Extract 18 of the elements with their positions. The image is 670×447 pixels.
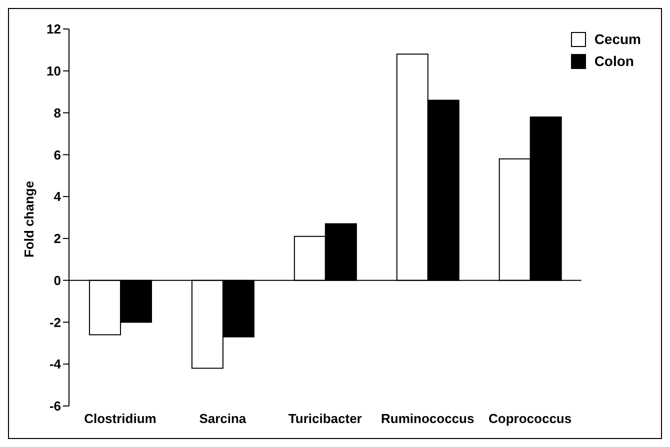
y-tick-label: 2	[54, 231, 61, 246]
y-tick-label: -6	[49, 398, 61, 414]
legend-label: Cecum	[594, 31, 641, 47]
y-tick-label: -4	[49, 356, 62, 372]
x-tick-label: Sarcina	[199, 411, 247, 426]
y-tick-label: 12	[46, 22, 61, 37]
y-tick-label: 0	[54, 272, 61, 288]
y-tick-label: 4	[54, 189, 62, 204]
y-tick-label: -2	[49, 314, 61, 330]
x-tick-label: Ruminococcus	[381, 411, 474, 426]
x-tick-label: Clostridium	[84, 411, 156, 426]
legend-label: Colon	[594, 53, 634, 69]
y-tick-label: 6	[54, 147, 61, 162]
y-axis-title: Fold change	[22, 180, 37, 258]
y-tick-label: 10	[46, 64, 61, 79]
y-tick-label: 8	[54, 105, 61, 120]
x-tick-label: Turicibacter	[288, 411, 362, 426]
x-tick-label: Coprococcus	[488, 411, 572, 426]
